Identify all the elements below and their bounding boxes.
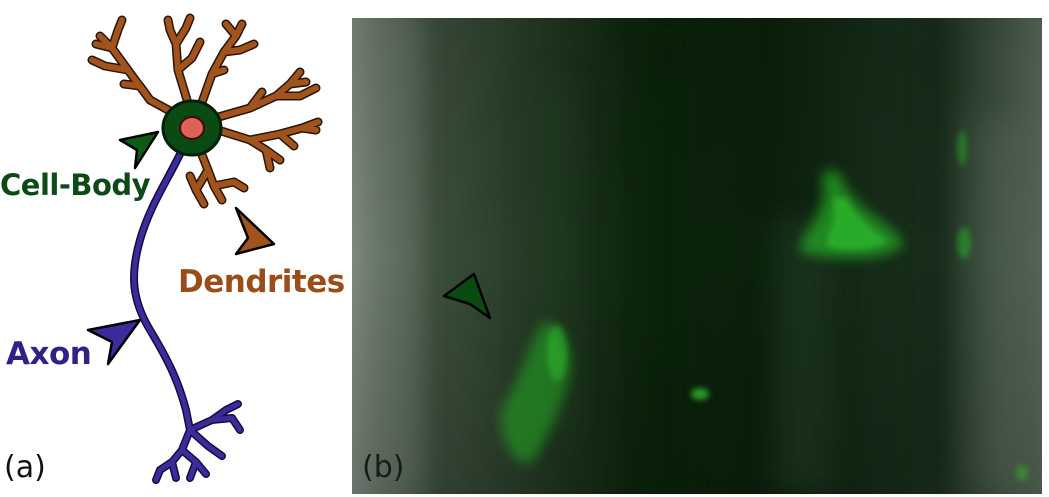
dendrites <box>87 13 323 209</box>
cell-body <box>161 99 223 157</box>
panel-label-a: (a) <box>4 450 46 485</box>
neuron-diagram <box>86 13 323 484</box>
axon <box>130 146 244 484</box>
fluorescent-cells <box>501 130 1028 481</box>
panel-label-b: (b) <box>362 450 405 485</box>
micrograph-image <box>352 18 1042 494</box>
cell-body-label: Cell-Body <box>0 168 151 202</box>
dendrites-label: Dendrites <box>178 264 345 300</box>
micrograph-arrow-icon <box>442 272 492 320</box>
axon-label: Axon <box>6 336 92 372</box>
cell-body-arrow-icon <box>118 130 160 170</box>
dendrites-arrow-icon <box>234 206 276 256</box>
axon-arrow-icon <box>86 318 142 366</box>
nucleus <box>179 116 205 140</box>
